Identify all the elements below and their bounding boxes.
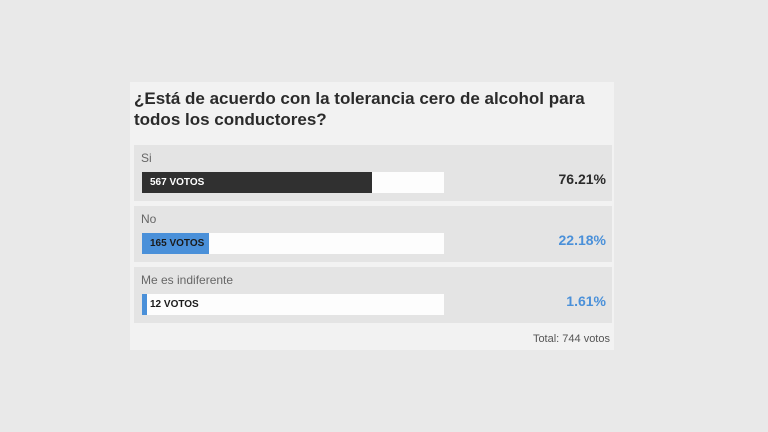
poll-widget: ¿Está de acuerdo con la tolerancia cero …: [130, 82, 614, 350]
option-label: Si: [141, 151, 152, 165]
vote-percent: 22.18%: [558, 232, 606, 248]
vote-percent: 1.61%: [566, 293, 606, 309]
vote-percent: 76.21%: [558, 171, 606, 187]
vote-count: 12 VOTOS: [150, 299, 199, 310]
result-bar-track: 12 VOTOS: [142, 294, 444, 315]
option-label: No: [141, 212, 157, 226]
poll-question: ¿Está de acuerdo con la tolerancia cero …: [134, 89, 585, 129]
option-label: Me es indiferente: [141, 273, 234, 287]
result-bar-fill: [142, 172, 372, 193]
vote-count: 567 VOTOS: [150, 177, 205, 188]
result-bar-track: 567 VOTOS: [142, 172, 444, 193]
poll-option-indiferente: Me es indiferente 12 VOTOS 1.61%: [134, 267, 612, 323]
poll-option-si: Si 567 VOTOS 76.21%: [134, 145, 612, 201]
vote-count: 165 VOTOS: [150, 238, 205, 249]
result-bar-track: 165 VOTOS: [142, 233, 444, 254]
result-bar-fill: [142, 294, 147, 315]
result-bar-fill: [142, 233, 209, 254]
poll-total: Total: 744 votos: [532, 333, 610, 345]
poll-option-no: No 165 VOTOS 22.18%: [134, 206, 612, 262]
